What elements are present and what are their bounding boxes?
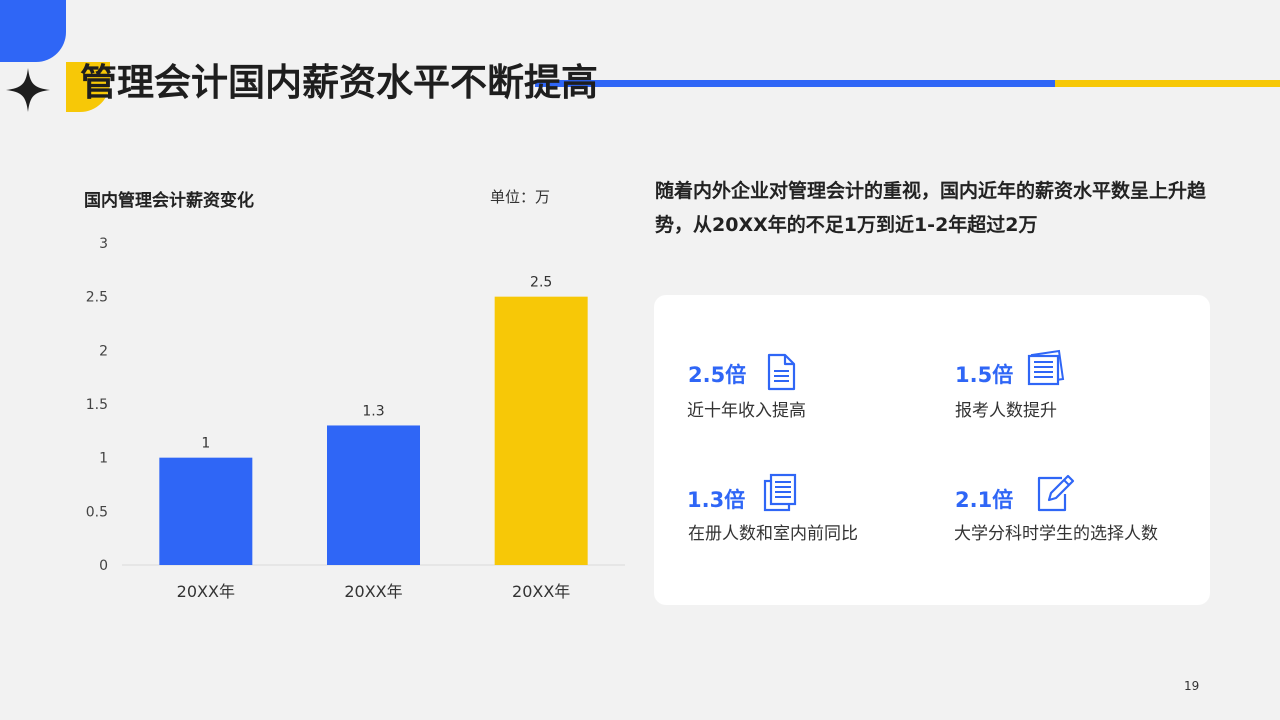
description-text: 随着内外企业对管理会计的重视，国内近年的薪资水平数呈上升趋势，从20XX年的不足…	[655, 180, 1207, 236]
sparkle-icon	[6, 68, 50, 112]
x-tick-label: 20XX年	[177, 582, 235, 601]
edit-document-icon	[1037, 474, 1075, 512]
stat-value: 2.5倍	[688, 363, 747, 387]
data-label: 2.5	[530, 275, 552, 291]
corner-decoration-blue	[0, 0, 66, 62]
title-underline-yellow	[1055, 80, 1280, 87]
x-tick-label: 20XX年	[344, 582, 402, 601]
data-label: 1.3	[362, 403, 384, 419]
stacked-papers-icon	[1027, 349, 1065, 386]
y-tick-label: 0.5	[86, 504, 108, 520]
y-tick-label: 3	[99, 236, 108, 252]
copy-document-icon	[763, 473, 797, 512]
bar	[494, 296, 588, 565]
stat-label: 在册人数和室内前同比	[688, 524, 858, 544]
stat-value: 1.3倍	[687, 488, 746, 512]
bar	[327, 425, 420, 565]
chart-unit-label: 单位：万	[490, 188, 551, 206]
data-label: 1	[201, 436, 210, 452]
y-tick-label: 2.5	[86, 290, 108, 306]
page-title: 管理会计国内薪资水平不断提高	[80, 61, 598, 104]
stats-card: 2.5倍 近十年收入提高 1.5倍 报考人数提升 1.3倍	[654, 295, 1210, 605]
stat-label: 近十年收入提高	[687, 401, 806, 421]
stat-value: 1.5倍	[955, 363, 1014, 387]
bar	[159, 457, 253, 565]
y-tick-label: 0	[99, 558, 108, 574]
bar-chart: 0 0.5 1 1.5 2 2.5 3 1 20XX年 1.3 20XX年 2.5 20XX年	[86, 236, 625, 601]
document-icon	[767, 353, 796, 391]
y-tick-label: 2	[99, 343, 108, 359]
x-tick-label: 20XX年	[512, 582, 570, 601]
stat-value: 2.1倍	[955, 488, 1014, 512]
stat-label: 大学分科时学生的选择人数	[954, 524, 1158, 544]
y-tick-label: 1.5	[86, 397, 108, 413]
stat-label: 报考人数提升	[955, 401, 1057, 421]
page-number: 19	[1184, 679, 1200, 693]
title-underline-blue	[535, 80, 1055, 87]
y-tick-label: 1	[99, 451, 108, 467]
chart-title: 国内管理会计薪资变化	[84, 191, 254, 211]
